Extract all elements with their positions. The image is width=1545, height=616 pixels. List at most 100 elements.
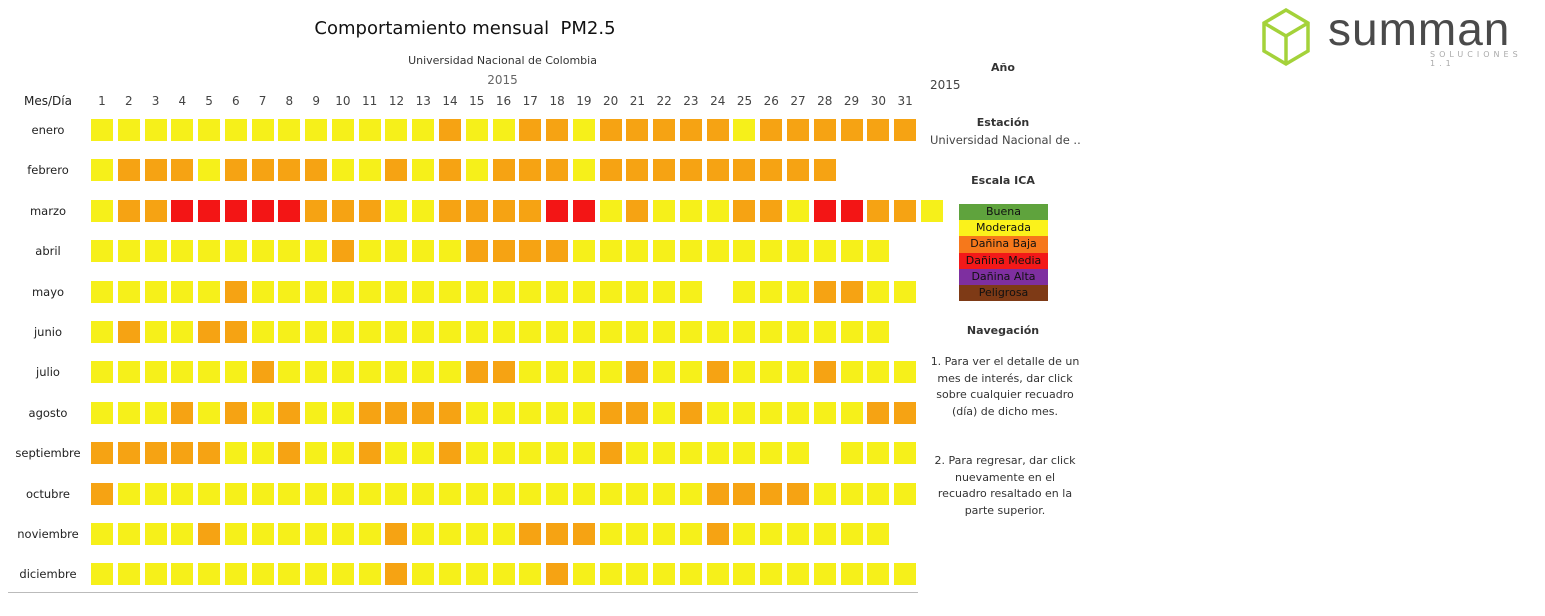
day-cell[interactable] bbox=[599, 119, 622, 141]
day-cell[interactable] bbox=[519, 523, 542, 545]
day-cell[interactable] bbox=[894, 401, 917, 424]
day-cell[interactable] bbox=[251, 482, 274, 505]
day-cell[interactable] bbox=[117, 442, 140, 465]
day-cell[interactable] bbox=[599, 482, 622, 505]
day-cell[interactable] bbox=[572, 280, 595, 303]
day-cell[interactable] bbox=[894, 119, 917, 141]
day-cell[interactable] bbox=[358, 280, 381, 303]
day-cell[interactable] bbox=[572, 523, 595, 545]
day-cell[interactable] bbox=[358, 119, 381, 141]
day-cell[interactable] bbox=[733, 442, 756, 465]
day-cell[interactable] bbox=[144, 482, 167, 505]
day-cell[interactable] bbox=[412, 159, 435, 182]
day-cell[interactable] bbox=[706, 199, 729, 222]
day-cell[interactable] bbox=[760, 563, 783, 586]
day-cell[interactable] bbox=[840, 321, 863, 343]
day-cell[interactable] bbox=[760, 482, 783, 505]
day-cell[interactable] bbox=[894, 361, 917, 384]
day-cell[interactable] bbox=[198, 280, 221, 303]
day-cell[interactable] bbox=[492, 159, 515, 182]
day-cell[interactable] bbox=[278, 401, 301, 424]
day-cell[interactable] bbox=[198, 159, 221, 182]
day-cell[interactable] bbox=[653, 482, 676, 505]
day-cell[interactable] bbox=[385, 280, 408, 303]
day-cell[interactable] bbox=[813, 523, 836, 545]
day-cell[interactable] bbox=[117, 401, 140, 424]
day-cell[interactable] bbox=[171, 159, 194, 182]
day-cell[interactable] bbox=[385, 401, 408, 424]
day-cell[interactable] bbox=[519, 401, 542, 424]
day-cell[interactable] bbox=[599, 442, 622, 465]
day-cell[interactable] bbox=[251, 240, 274, 263]
day-cell[interactable] bbox=[546, 523, 569, 545]
day-cell[interactable] bbox=[91, 563, 113, 586]
day-cell[interactable] bbox=[251, 321, 274, 343]
day-cell[interactable] bbox=[144, 199, 167, 222]
day-cell[interactable] bbox=[653, 321, 676, 343]
day-cell[interactable] bbox=[787, 321, 810, 343]
day-cell[interactable] bbox=[546, 159, 569, 182]
day-cell[interactable] bbox=[224, 563, 247, 586]
day-cell[interactable] bbox=[465, 199, 488, 222]
day-cell[interactable] bbox=[519, 199, 542, 222]
day-cell[interactable] bbox=[867, 280, 890, 303]
day-cell[interactable] bbox=[91, 199, 113, 222]
day-cell[interactable] bbox=[305, 159, 328, 182]
legend-item[interactable]: Dañina Baja bbox=[959, 236, 1048, 253]
day-cell[interactable] bbox=[867, 119, 890, 141]
day-cell[interactable] bbox=[465, 563, 488, 586]
day-cell[interactable] bbox=[679, 119, 702, 141]
day-cell[interactable] bbox=[171, 361, 194, 384]
day-cell[interactable] bbox=[840, 119, 863, 141]
day-cell[interactable] bbox=[760, 240, 783, 263]
day-cell[interactable] bbox=[331, 119, 354, 141]
day-cell[interactable] bbox=[706, 442, 729, 465]
day-cell[interactable] bbox=[385, 482, 408, 505]
day-cell[interactable] bbox=[653, 240, 676, 263]
day-cell[interactable] bbox=[171, 119, 194, 141]
day-cell[interactable] bbox=[117, 482, 140, 505]
day-cell[interactable] bbox=[439, 119, 461, 141]
day-cell[interactable] bbox=[599, 199, 622, 222]
day-cell[interactable] bbox=[546, 321, 569, 343]
day-cell[interactable] bbox=[171, 240, 194, 263]
day-cell[interactable] bbox=[519, 482, 542, 505]
day-cell[interactable] bbox=[331, 401, 354, 424]
day-cell[interactable] bbox=[519, 321, 542, 343]
day-cell[interactable] bbox=[733, 240, 756, 263]
day-cell[interactable] bbox=[117, 321, 140, 343]
day-cell[interactable] bbox=[358, 361, 381, 384]
day-cell[interactable] bbox=[653, 442, 676, 465]
day-cell[interactable] bbox=[492, 240, 515, 263]
day-cell[interactable] bbox=[91, 240, 113, 263]
day-cell[interactable] bbox=[813, 159, 836, 182]
day-cell[interactable] bbox=[787, 199, 810, 222]
day-cell[interactable] bbox=[331, 361, 354, 384]
day-cell[interactable] bbox=[439, 401, 461, 424]
day-cell[interactable] bbox=[626, 523, 649, 545]
day-cell[interactable] bbox=[760, 199, 783, 222]
day-cell[interactable] bbox=[358, 482, 381, 505]
legend-item[interactable]: Dañina Alta bbox=[959, 268, 1048, 285]
day-cell[interactable] bbox=[653, 280, 676, 303]
day-cell[interactable] bbox=[385, 199, 408, 222]
day-cell[interactable] bbox=[91, 482, 113, 505]
legend-item[interactable]: Moderada bbox=[959, 220, 1048, 237]
day-cell[interactable] bbox=[787, 240, 810, 263]
day-cell[interactable] bbox=[572, 442, 595, 465]
day-cell[interactable] bbox=[91, 442, 113, 465]
day-cell[interactable] bbox=[733, 361, 756, 384]
day-cell[interactable] bbox=[278, 321, 301, 343]
day-cell[interactable] bbox=[305, 240, 328, 263]
day-cell[interactable] bbox=[144, 563, 167, 586]
day-cell[interactable] bbox=[572, 482, 595, 505]
day-cell[interactable] bbox=[706, 321, 729, 343]
day-cell[interactable] bbox=[465, 321, 488, 343]
day-cell[interactable] bbox=[492, 321, 515, 343]
day-cell[interactable] bbox=[358, 442, 381, 465]
day-cell[interactable] bbox=[251, 119, 274, 141]
day-cell[interactable] bbox=[706, 159, 729, 182]
day-cell[interactable] bbox=[546, 199, 569, 222]
day-cell[interactable] bbox=[198, 482, 221, 505]
day-cell[interactable] bbox=[733, 159, 756, 182]
